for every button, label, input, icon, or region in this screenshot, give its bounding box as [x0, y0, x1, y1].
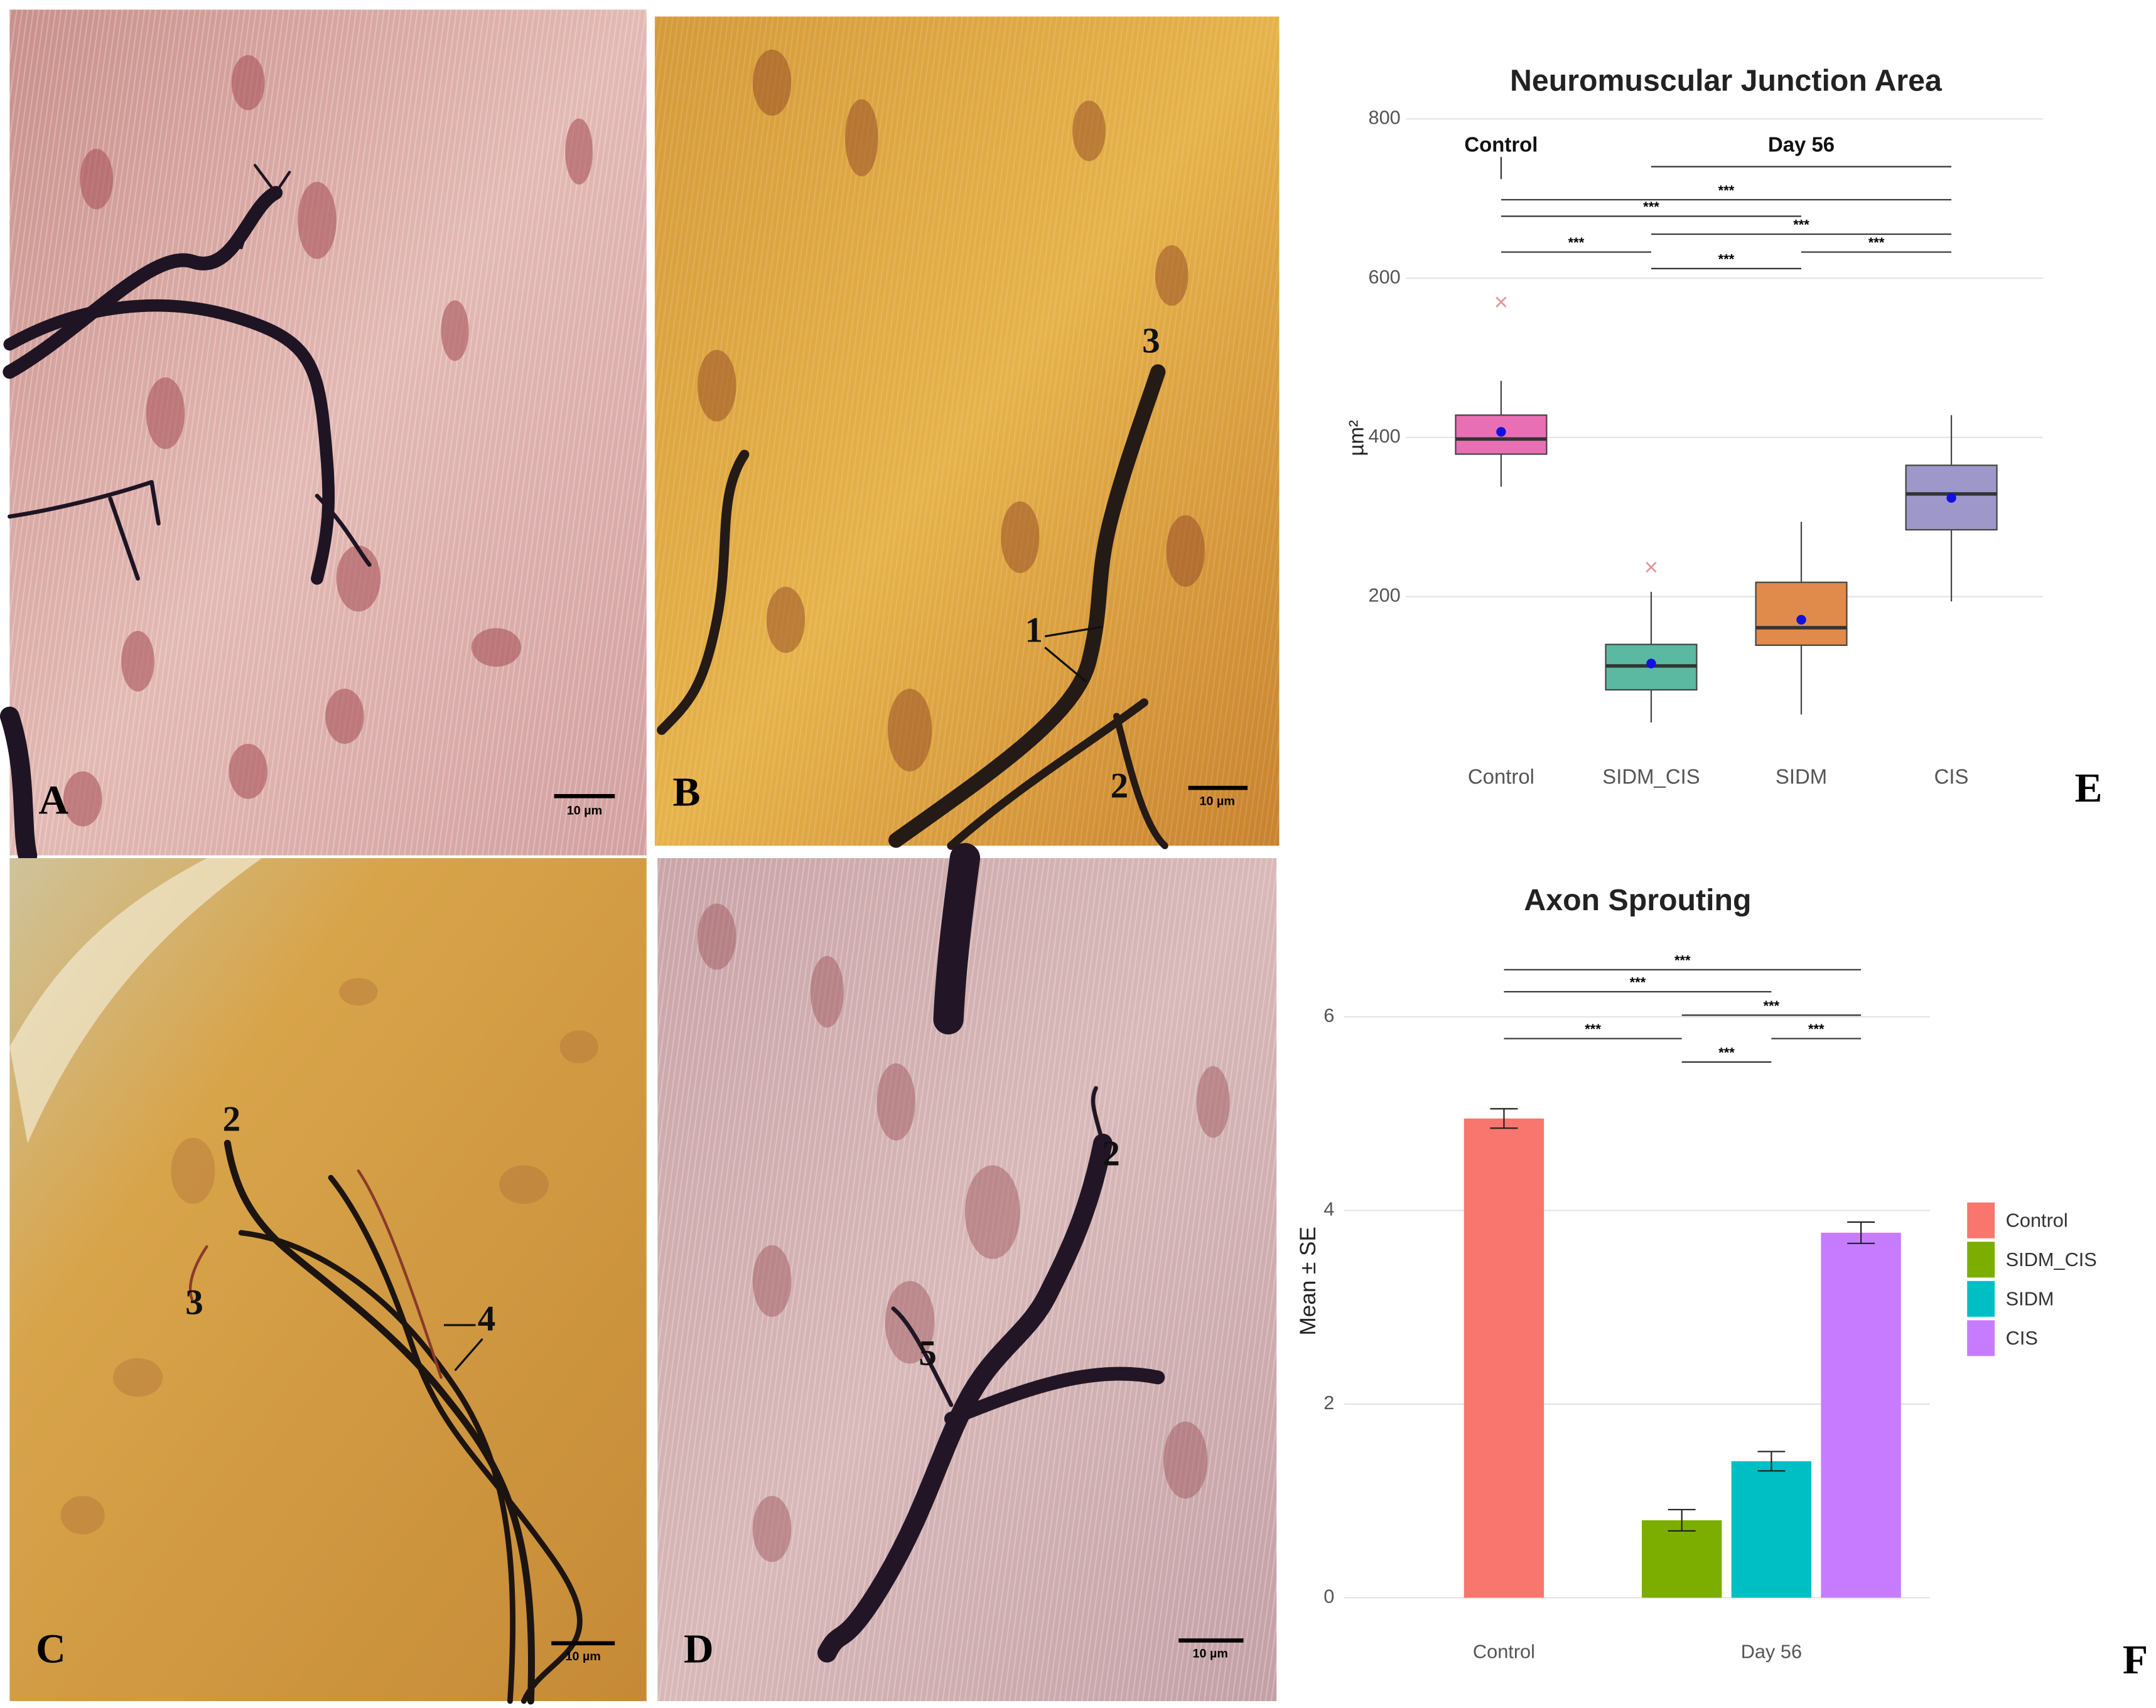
significance-label: *** [1868, 235, 1885, 250]
mean-point [1496, 427, 1506, 437]
marker-label: 3 [1142, 321, 1160, 361]
significance-label: *** [1718, 183, 1735, 198]
panel-label: D [684, 1626, 714, 1672]
x-tick-label: Control [1468, 765, 1534, 788]
error-bar [1757, 1451, 1786, 1472]
outlier-stroke [1496, 296, 1507, 308]
legend-swatch [1967, 1320, 1995, 1356]
y-axis-label: Mean ± SE [1296, 1227, 1320, 1335]
x-tick-label: SIDM_CIS [1602, 765, 1700, 788]
significance-label: *** [1808, 1021, 1825, 1037]
significance-label: *** [1630, 975, 1646, 991]
y-tick-label: 600 [1369, 266, 1401, 287]
marker-label: 5 [919, 1334, 937, 1373]
panel-d: 2 5 D 10 µm [657, 842, 1277, 1702]
marker-label: 1 [1025, 611, 1043, 650]
significance-label: *** [1718, 1045, 1735, 1060]
scale-bar-label: 10 µm [1200, 794, 1235, 808]
marker-label: 2 [1111, 766, 1129, 805]
bar [1821, 1232, 1901, 1598]
group-header: Control [1464, 132, 1538, 156]
scale-bar-label: 10 µm [567, 804, 602, 818]
mean-point [1946, 493, 1956, 503]
y-tick-label: 800 [1369, 107, 1401, 129]
box [1905, 465, 1998, 531]
bar [1642, 1520, 1722, 1598]
panel-b: 3 1 2 B 10 µm [654, 16, 1280, 850]
marker-label: 2 [223, 1100, 241, 1139]
marker-label: 4 [478, 1299, 496, 1339]
significance-label: *** [1718, 252, 1735, 267]
chart-title: Axon Sprouting [1524, 883, 1751, 917]
outlier [1496, 296, 1507, 308]
mean-point [1646, 658, 1656, 669]
outlier-stroke [1646, 561, 1657, 573]
y-tick-label: 4 [1323, 1198, 1334, 1220]
bar [1463, 1118, 1544, 1598]
legend-swatch [1967, 1281, 1995, 1317]
panel-a: A 10 µm [0, 9, 647, 866]
box [1755, 581, 1848, 647]
panel-label: A [38, 778, 68, 824]
y-tick-label: 400 [1369, 425, 1401, 447]
error-bar [1668, 1508, 1696, 1532]
legend-label: SIDM_CIS [2006, 1249, 2097, 1270]
error-bar [1847, 1221, 1875, 1244]
legend-swatch [1967, 1202, 1995, 1238]
panel-label: F [2123, 1637, 2148, 1683]
y-tick-label: 2 [1323, 1392, 1334, 1414]
x-tick-label: Control [1473, 1640, 1535, 1662]
significance-label: *** [1674, 952, 1691, 968]
significance-label: *** [1793, 217, 1809, 233]
chart-title: Neuromuscular Junction Area [1510, 63, 1943, 97]
outlier [1646, 561, 1657, 573]
significance-label: *** [1568, 235, 1585, 250]
scale-bar-label: 10 µm [566, 1650, 601, 1663]
bar [1731, 1461, 1812, 1598]
legend-label: Control [2006, 1210, 2068, 1232]
group-header: Day 56 [1768, 132, 1835, 156]
marker-label: 3 [185, 1282, 203, 1322]
x-tick-label: SIDM [1776, 765, 1827, 788]
panel-label: E [2074, 765, 2102, 811]
legend-label: SIDM [2006, 1288, 2054, 1310]
scale-bar-label: 10 µm [1193, 1647, 1228, 1661]
x-tick-label: CIS [1934, 765, 1969, 788]
significance-label: *** [1585, 1021, 1601, 1037]
panel-label: B [672, 769, 700, 815]
legend-label: CIS [2006, 1327, 2038, 1349]
mean-point [1796, 615, 1806, 625]
significance-label: *** [1764, 998, 1780, 1014]
panel-label: C [36, 1626, 66, 1672]
x-tick-label: Day 56 [1741, 1640, 1802, 1662]
panel-c: 2 3 4 C 10 µm [9, 858, 647, 1705]
significance-label: *** [1643, 199, 1659, 215]
y-tick-label: 0 [1323, 1585, 1334, 1607]
marker-label: 2 [1102, 1134, 1120, 1173]
y-axis-label: µm² [1344, 420, 1367, 456]
error-bar [1490, 1108, 1518, 1129]
legend-swatch [1967, 1242, 1995, 1278]
y-tick-label: 200 [1369, 584, 1401, 606]
y-tick-label: 6 [1323, 1004, 1334, 1026]
